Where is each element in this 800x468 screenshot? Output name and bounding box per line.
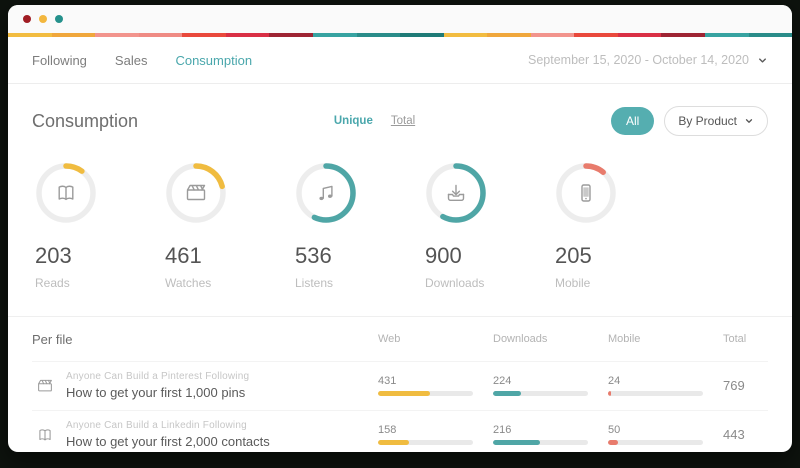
column-header-web: Web xyxy=(378,333,401,345)
tab-consumption[interactable]: Consumption xyxy=(175,52,253,68)
stat-value: 536 xyxy=(295,243,332,268)
stat-downloads: 900 Downloads xyxy=(422,162,552,290)
table-header-row: Per file Web Downloads Mobile Total xyxy=(32,317,768,361)
music-icon xyxy=(295,162,357,224)
window-titlebar xyxy=(8,5,792,33)
total-value: 769 xyxy=(723,378,745,393)
nav-tabs: Following Sales Consumption xyxy=(32,53,252,68)
section-divider xyxy=(8,316,792,317)
file-category: Anyone Can Build a Pinterest Following xyxy=(66,371,250,382)
table-row[interactable]: Anyone Can Build a Pinterest Following H… xyxy=(32,361,768,410)
mobile-value: 24 xyxy=(608,375,621,387)
download-icon xyxy=(425,162,487,224)
mobile-bar xyxy=(608,391,703,396)
unique-total-toggle: Unique Total xyxy=(334,115,415,127)
stat-value: 203 xyxy=(35,243,72,268)
column-header-per-file: Per file xyxy=(32,331,73,347)
mobile-bar xyxy=(608,440,703,445)
stat-mobile: 205 Mobile xyxy=(552,162,682,290)
clapper-icon xyxy=(165,162,227,224)
web-bar xyxy=(378,391,473,396)
downloads-progress-ring xyxy=(425,162,487,224)
listens-progress-ring xyxy=(295,162,357,224)
mobile-icon xyxy=(555,162,617,224)
section-header: Consumption Unique Total All By Product xyxy=(8,84,792,136)
clapper-icon xyxy=(36,377,54,395)
web-value: 431 xyxy=(378,375,397,387)
reads-progress-ring xyxy=(35,162,97,224)
traffic-light-minimize-icon[interactable] xyxy=(39,15,47,23)
stat-label: Reads xyxy=(35,276,70,290)
toggle-unique[interactable]: Unique xyxy=(333,115,373,127)
by-product-dropdown[interactable]: By Product xyxy=(664,106,769,136)
file-category: Anyone Can Build a Linkedin Following xyxy=(66,420,247,431)
filter-all-button[interactable]: All xyxy=(610,107,655,135)
mobile-progress-ring xyxy=(555,162,617,224)
file-title: How to get your first 2,000 contacts xyxy=(66,434,270,449)
table-row[interactable]: Anyone Can Build a Linkedin Following Ho… xyxy=(32,410,768,452)
app-window: Following Sales Consumption September 15… xyxy=(8,5,792,452)
date-range-picker[interactable]: September 15, 2020 - October 14, 2020 xyxy=(528,53,768,67)
brand-color-stripe xyxy=(8,33,792,37)
filter-controls: All By Product xyxy=(610,106,769,136)
stat-value: 205 xyxy=(555,243,592,268)
stat-listens: 536 Listens xyxy=(292,162,422,290)
book-icon xyxy=(35,162,97,224)
traffic-light-close-icon[interactable] xyxy=(23,15,31,23)
top-nav: Following Sales Consumption September 15… xyxy=(8,37,792,84)
traffic-light-zoom-icon[interactable] xyxy=(55,15,63,23)
toggle-total[interactable]: Total xyxy=(390,115,416,127)
column-header-mobile: Mobile xyxy=(608,333,641,345)
downloads-bar xyxy=(493,391,588,396)
downloads-bar xyxy=(493,440,588,445)
stat-value: 900 xyxy=(425,243,462,268)
tab-sales[interactable]: Sales xyxy=(114,52,148,68)
per-file-table: Per file Web Downloads Mobile Total Anyo… xyxy=(8,317,792,452)
book-icon xyxy=(36,426,54,444)
column-header-downloads: Downloads xyxy=(493,333,548,345)
page-title: Consumption xyxy=(32,110,139,131)
stat-label: Downloads xyxy=(425,276,485,290)
stat-label: Watches xyxy=(165,276,212,290)
web-bar xyxy=(378,440,473,445)
mobile-value: 50 xyxy=(608,424,621,436)
stats-row: 203 Reads 461 Watches 536 xyxy=(8,136,792,290)
stat-reads: 203 Reads xyxy=(32,162,162,290)
downloads-value: 224 xyxy=(493,375,512,387)
stat-watches: 461 Watches xyxy=(162,162,292,290)
date-range-label: September 15, 2020 - October 14, 2020 xyxy=(528,53,749,67)
chevron-down-icon xyxy=(745,119,753,123)
watches-progress-ring xyxy=(165,162,227,224)
by-product-label: By Product xyxy=(678,114,738,128)
tab-following[interactable]: Following xyxy=(32,52,87,68)
column-header-total: Total xyxy=(723,333,747,345)
chevron-down-icon xyxy=(759,57,766,63)
stat-label: Mobile xyxy=(555,276,591,290)
stat-label: Listens xyxy=(295,276,334,290)
total-value: 443 xyxy=(723,427,745,442)
file-title: How to get your first 1,000 pins xyxy=(66,385,246,400)
stat-value: 461 xyxy=(165,243,202,268)
web-value: 158 xyxy=(378,424,397,436)
downloads-value: 216 xyxy=(493,424,512,436)
